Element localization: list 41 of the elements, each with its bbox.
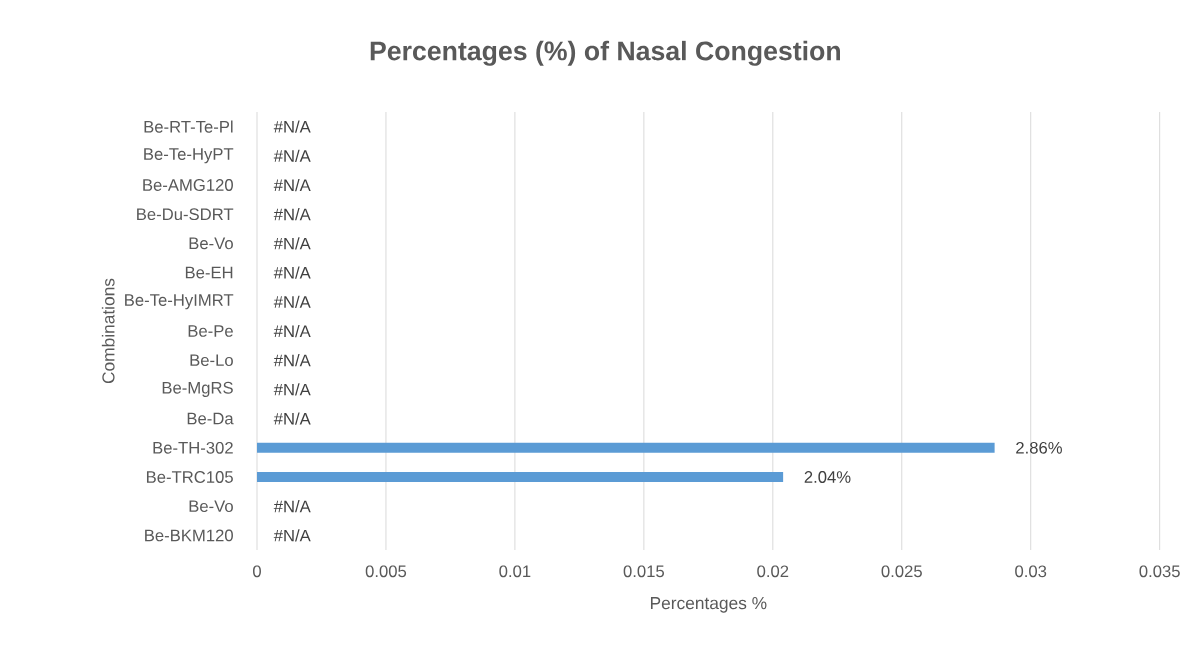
x-tick-label: 0.02 [757, 565, 789, 578]
x-tick-label: 0.035 [1139, 565, 1180, 578]
text: #N/A [273, 354, 311, 367]
text: #N/A [273, 383, 311, 396]
y-tick-label: Be-TRC105 [146, 471, 233, 483]
text: #N/A [273, 237, 311, 250]
y-tick-label: Be-Te-HyPT [144, 148, 234, 164]
y-tick-label: Be-Vo [189, 237, 233, 250]
text: #N/A [273, 324, 311, 338]
y-tick-label: Be-Vo [189, 500, 233, 513]
chart-title: Percentages (%) of Nasal Congestion [370, 40, 840, 66]
y-tick-label: Be-RT-Te-Pl [144, 120, 233, 133]
x-tick-label: 0.015 [623, 565, 665, 578]
text: #N/A [273, 178, 311, 192]
text: #N/A [273, 208, 311, 221]
y-tick-label: Be-MgRS [162, 381, 233, 397]
y-tick-label: Be-EH [185, 266, 233, 279]
y-tick-label: Be-Da [187, 412, 234, 425]
text: #N/A [273, 295, 311, 308]
text: #N/A [273, 149, 311, 162]
y-tick-label: Be-Lo [190, 354, 233, 367]
y-tick-label: Be-TH-302 [153, 441, 233, 454]
x-tick-label: 0.005 [365, 565, 407, 578]
y-axis-title: Combinations [101, 278, 115, 384]
y-tick-label: Be-AMG120 [143, 179, 233, 191]
data-label: 2.86% [1016, 441, 1062, 454]
y-tick-label: Be-BKM120 [145, 529, 233, 542]
text: #N/A [273, 529, 311, 542]
y-tick-label: Be-Te-HyIMRT [125, 294, 234, 310]
data-label: 2.04% [804, 471, 851, 483]
y-tick-label: Be-Du-SDRT [137, 208, 234, 221]
x-tick-label: 0.03 [1015, 565, 1047, 578]
text: #N/A [273, 120, 311, 133]
x-tick-label: 0 [253, 565, 261, 578]
x-axis-title: Percentages % [650, 597, 767, 613]
y-tick-label: Be-Pe [188, 325, 233, 337]
text: #N/A [273, 412, 311, 425]
text: #N/A [273, 266, 311, 279]
x-tick-label: 0.01 [499, 565, 531, 578]
x-tick-label: 0.025 [881, 565, 922, 578]
text: #N/A [273, 500, 311, 513]
